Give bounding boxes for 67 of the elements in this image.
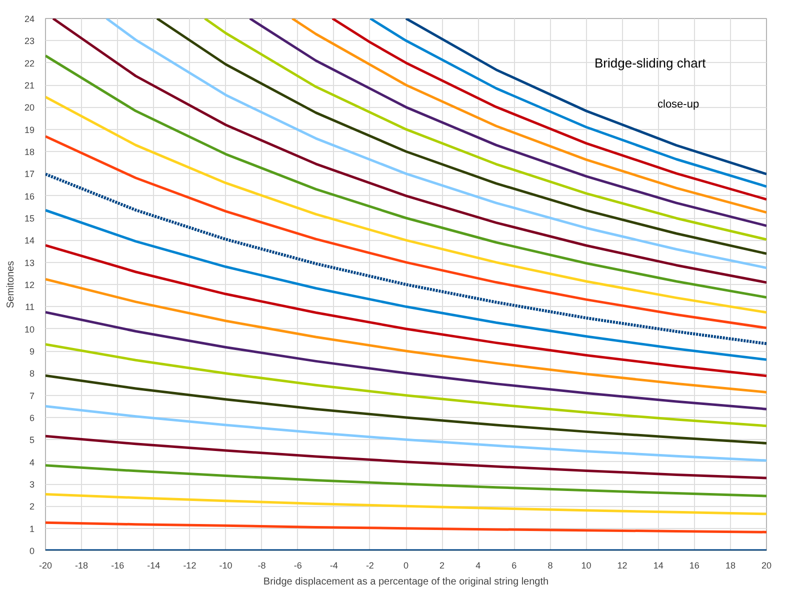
x-tick-label: 16 bbox=[689, 560, 700, 570]
y-tick-label: 24 bbox=[24, 14, 35, 24]
y-tick-label: 12 bbox=[24, 280, 35, 290]
line-series bbox=[46, 96, 766, 314]
y-tick-label: 3 bbox=[29, 480, 35, 490]
line-series bbox=[404, 18, 766, 176]
x-tick-label: 12 bbox=[617, 560, 628, 570]
x-tick-label: 8 bbox=[548, 560, 553, 570]
y-tick-label: 10 bbox=[24, 324, 35, 334]
line-series bbox=[46, 310, 766, 410]
x-tick-label: -2 bbox=[366, 560, 374, 570]
line-series bbox=[369, 18, 766, 188]
line-series bbox=[46, 374, 766, 444]
y-tick-label: 6 bbox=[29, 413, 35, 423]
line-series bbox=[46, 434, 766, 480]
x-axis-title: Bridge displacement as a percentage of the original string length bbox=[263, 576, 549, 588]
y-tick-label: 7 bbox=[29, 390, 35, 401]
line-series bbox=[46, 278, 766, 394]
y-tick-label: 0 bbox=[29, 546, 35, 556]
line-series bbox=[46, 244, 766, 378]
line-series bbox=[46, 492, 766, 516]
text: Bridge-sliding chart bbox=[594, 56, 706, 70]
line-series bbox=[46, 208, 766, 361]
y-tick-label: 21 bbox=[24, 80, 35, 90]
y-tick-label: 18 bbox=[24, 147, 35, 157]
y-tick-label: 20 bbox=[24, 102, 35, 113]
x-tick-label: -18 bbox=[75, 560, 88, 570]
y-tick-label: 2 bbox=[29, 502, 35, 512]
x-tick-label: -12 bbox=[183, 560, 196, 570]
line-series bbox=[46, 521, 766, 534]
x-tick-label: -16 bbox=[111, 560, 124, 570]
y-tick-label: 1 bbox=[29, 524, 35, 534]
y-tick-label: 23 bbox=[24, 36, 35, 46]
y-axis-title: Semitones bbox=[5, 260, 16, 308]
y-tick-label: 16 bbox=[24, 191, 35, 202]
y-tick-label: 17 bbox=[24, 169, 35, 180]
y-tick-label: 5 bbox=[29, 435, 35, 446]
line-series bbox=[46, 404, 766, 462]
x-tick-label: -20 bbox=[38, 560, 52, 570]
x-tick-label: -8 bbox=[258, 560, 266, 570]
x-tick-label: -14 bbox=[147, 560, 160, 570]
x-tick-label: 10 bbox=[581, 560, 592, 570]
line-series bbox=[46, 135, 766, 330]
y-tick-label: 22 bbox=[24, 58, 35, 68]
x-tick-label: 0 bbox=[403, 560, 409, 570]
y-tick-label: 13 bbox=[24, 258, 35, 268]
x-tick-label: 14 bbox=[653, 560, 664, 570]
x-tick-label: 20 bbox=[761, 560, 772, 570]
x-tick-label: 4 bbox=[476, 560, 481, 570]
annotation: close-up bbox=[658, 98, 700, 110]
y-tick-label: 14 bbox=[24, 236, 35, 246]
x-tick-label: 18 bbox=[725, 560, 736, 570]
x-tick-label: -4 bbox=[330, 560, 338, 570]
y-tick-label: 9 bbox=[29, 346, 35, 356]
line-series bbox=[46, 464, 766, 498]
x-tick-label: -10 bbox=[219, 560, 232, 570]
line-series bbox=[46, 54, 766, 299]
y-tick-label: 4 bbox=[29, 457, 35, 468]
y-tick-label: 11 bbox=[25, 302, 34, 312]
line-series bbox=[46, 172, 766, 346]
y-tick-label: 19 bbox=[24, 124, 35, 135]
x-tick-label: -6 bbox=[294, 560, 302, 570]
x-tick-label: 2 bbox=[440, 560, 445, 570]
y-tick-label: 8 bbox=[29, 368, 35, 379]
x-tick-label: 6 bbox=[512, 560, 517, 570]
line-series bbox=[46, 343, 766, 428]
y-tick-label: 15 bbox=[24, 214, 35, 224]
